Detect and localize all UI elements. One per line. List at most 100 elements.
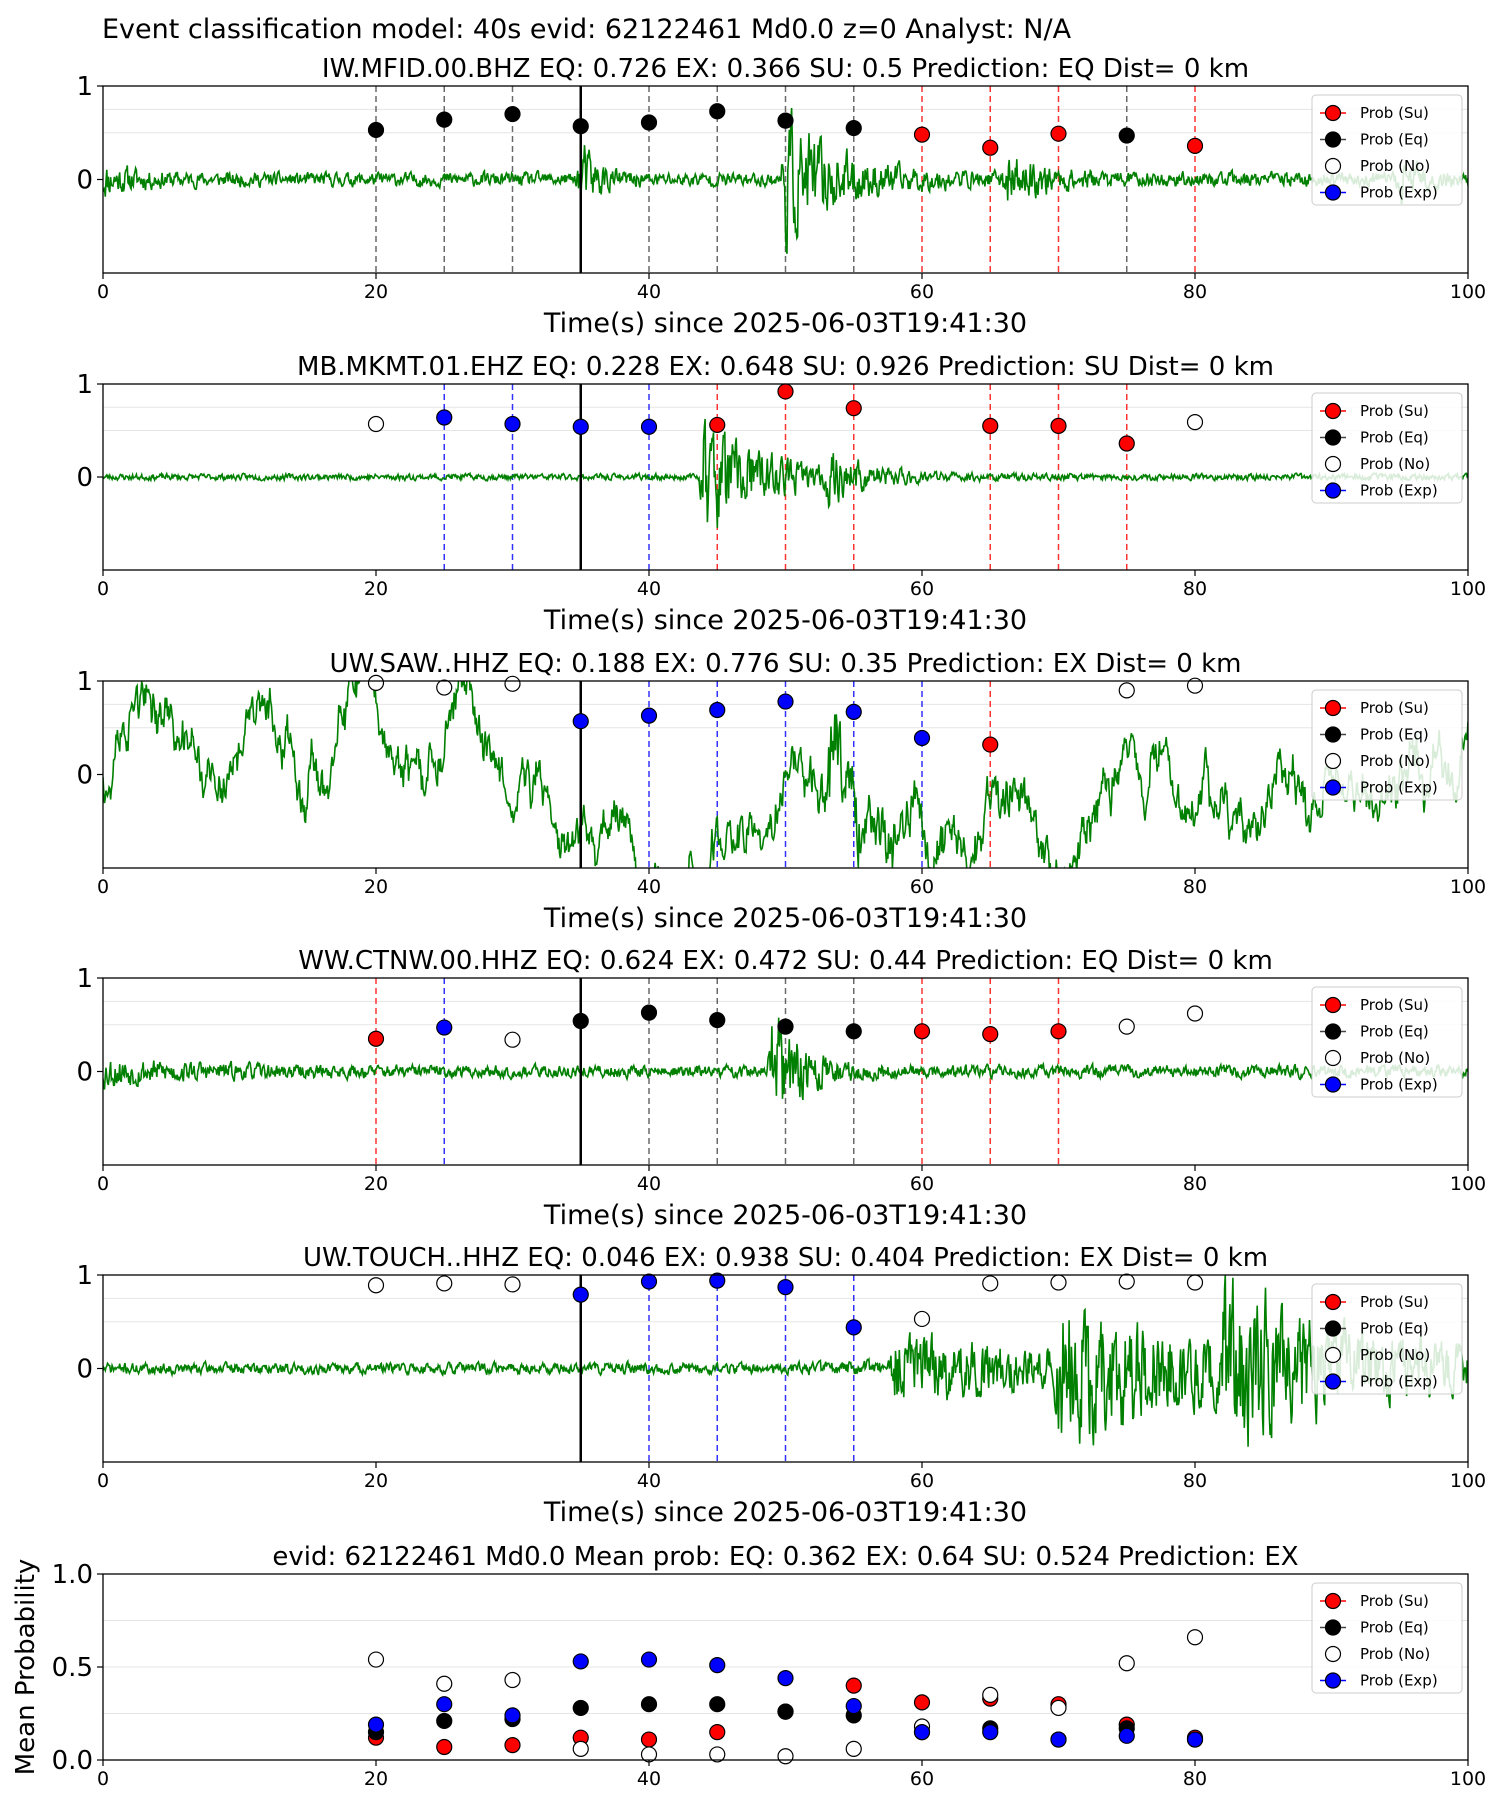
legend-label-exp: Prob (Exp)	[1360, 1076, 1438, 1094]
prob-point-eq	[504, 105, 521, 123]
waveform-trace	[103, 1275, 1468, 1447]
x-tick-label: 80	[1183, 1173, 1207, 1195]
waveform-trace	[103, 681, 1468, 868]
legend-marker-exp	[1324, 482, 1342, 499]
prob-point-su	[982, 736, 999, 753]
prob-point-su	[913, 126, 931, 143]
prob-point-no	[1118, 682, 1135, 699]
legend-marker-exp	[1324, 1373, 1342, 1390]
mean-point-su	[504, 1737, 521, 1754]
x-tick-label: 20	[364, 1470, 388, 1492]
mean-point-eq	[777, 1703, 794, 1720]
prob-point-su	[1186, 137, 1204, 154]
legend-box	[1311, 689, 1463, 801]
x-tick-label: 60	[910, 1470, 934, 1492]
legend-label-su: Prob (Su)	[1360, 402, 1429, 420]
prob-point-eq	[572, 118, 589, 135]
prob-point-eq	[367, 121, 385, 139]
prob-point-exp	[572, 713, 589, 730]
legend-label-su: Prob (Su)	[1360, 996, 1429, 1014]
mean-point-exp	[709, 1657, 726, 1674]
prob-point-su	[777, 383, 794, 400]
mean-point-no	[572, 1740, 589, 1757]
prob-point-no	[1186, 414, 1204, 431]
x-tick-label: 60	[910, 578, 934, 600]
mean-point-no	[1050, 1699, 1067, 1717]
x-tick-label: 100	[1450, 876, 1486, 898]
x-tick-label: 0	[97, 1470, 109, 1492]
mean-point-eq	[640, 1696, 658, 1713]
prob-point-eq	[640, 1004, 658, 1021]
legend-marker-eq	[1324, 1320, 1342, 1337]
legend-label-no: Prob (No)	[1360, 752, 1430, 770]
mean-point-exp	[982, 1723, 999, 1741]
mean-point-exp	[845, 1697, 862, 1715]
mean-point-su	[709, 1723, 726, 1741]
y-tick-label: 0	[76, 1058, 93, 1088]
prob-point-exp	[709, 701, 726, 719]
y-tick-label: 1.0	[52, 1560, 93, 1590]
waveform-trace	[103, 107, 1468, 254]
x-axis-label: Time(s) since 2025-06-03T19:41:30	[543, 1497, 1027, 1528]
x-tick-label: 100	[1450, 1470, 1486, 1492]
plot-area	[103, 384, 1468, 570]
x-tick-label: 100	[1450, 281, 1486, 303]
figure-suptitle: Event classification model: 40s evid: 62…	[102, 14, 1072, 45]
prob-point-su	[1050, 417, 1067, 434]
legend-marker-eq	[1324, 1023, 1342, 1040]
x-tick-label: 20	[364, 578, 388, 600]
x-tick-label: 40	[637, 1470, 661, 1492]
mean-point-no	[1186, 1629, 1204, 1646]
prob-point-no	[1050, 1274, 1067, 1291]
prob-point-no	[436, 679, 453, 696]
mean-point-eq	[709, 1696, 726, 1713]
legend-marker-su	[1324, 1293, 1342, 1311]
mean-point-eq	[436, 1712, 453, 1730]
prob-point-eq	[845, 119, 862, 137]
mean-point-no	[845, 1740, 862, 1757]
mean-point-su	[640, 1731, 658, 1748]
x-tick-label: 0	[97, 578, 109, 600]
legend-box	[1311, 392, 1463, 504]
plot-area	[103, 1275, 1468, 1462]
prob-point-exp	[709, 1272, 726, 1289]
mean-point-exp	[504, 1707, 521, 1724]
legend-marker-su	[1324, 1592, 1342, 1610]
prob-point-su	[709, 416, 726, 434]
mean-point-exp	[367, 1716, 385, 1733]
legend-marker-exp	[1324, 779, 1342, 796]
y-tick-label: 1	[76, 1261, 93, 1291]
x-tick-label: 80	[1183, 1470, 1207, 1492]
legend-marker-exp	[1324, 1076, 1342, 1093]
mean-point-exp	[436, 1696, 453, 1713]
x-axis-label: Time(s) since 2025-06-03T19:41:30	[543, 1200, 1027, 1231]
legend-marker-exp	[1324, 1672, 1342, 1689]
legend-label-exp: Prob (Exp)	[1360, 482, 1438, 500]
legend-marker-no	[1324, 1645, 1342, 1663]
mean-point-exp	[913, 1723, 931, 1741]
prob-point-no	[367, 415, 385, 433]
x-axis-label: Time(s) since 2025-06-03T19:41:30	[543, 605, 1027, 636]
prob-point-su	[1050, 125, 1067, 142]
mean-point-exp	[777, 1670, 794, 1687]
legend-marker-su	[1324, 996, 1342, 1014]
mean-point-exp	[1050, 1731, 1067, 1748]
panel-3: UW.SAW..HHZ EQ: 0.188 EX: 0.776 SU: 0.35…	[76, 649, 1486, 934]
x-axis-label: Time(s) since 2025-06-03T19:41:30	[543, 903, 1027, 934]
y-tick-label: 0	[76, 761, 93, 791]
x-tick-label: 0	[97, 1768, 109, 1790]
x-tick-label: 60	[910, 876, 934, 898]
prob-point-no	[504, 675, 521, 692]
legend-label-eq: Prob (Eq)	[1360, 1320, 1429, 1338]
x-axis-label: Time(s) since 2025-06-03T19:41:30	[543, 308, 1027, 339]
legend-marker-no	[1324, 1346, 1342, 1364]
legend-box	[1311, 986, 1463, 1098]
x-tick-label: 0	[97, 281, 109, 303]
legend-label-su: Prob (Su)	[1360, 1293, 1429, 1311]
mean-point-su	[845, 1677, 862, 1694]
prob-point-eq	[777, 112, 794, 129]
prob-point-no	[504, 1276, 521, 1293]
prob-point-su	[1050, 1023, 1067, 1040]
legend-label-eq: Prob (Eq)	[1360, 726, 1429, 744]
